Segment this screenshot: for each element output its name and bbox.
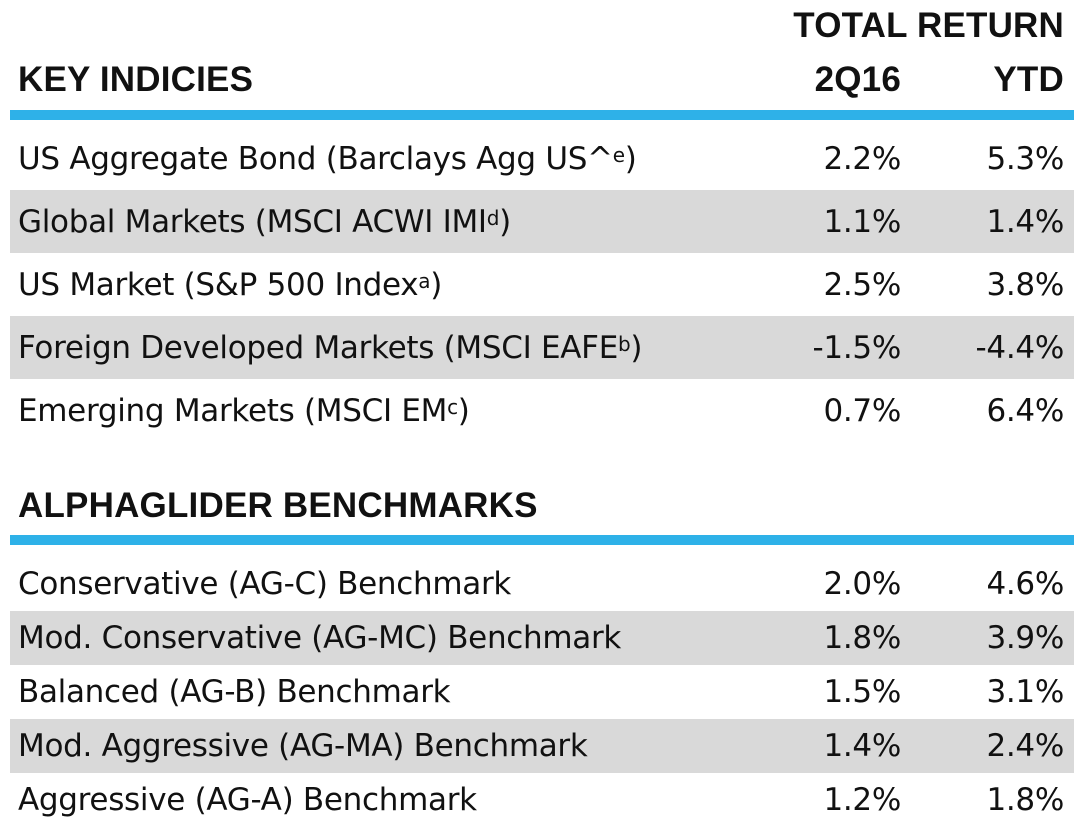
key-indices-divider: [10, 110, 1074, 120]
table-row: Conservative (AG-C) Benchmark 2.0% 4.6%: [10, 557, 1074, 611]
table-row: Mod. Conservative (AG-MC) Benchmark 1.8%…: [10, 611, 1074, 665]
row-value-2q16: 2.0%: [823, 566, 901, 602]
row-value-ytd: 3.8%: [986, 266, 1064, 303]
row-value-2q16: 1.1%: [823, 203, 901, 240]
table-row: Mod. Aggressive (AG-MA) Benchmark 1.4% 2…: [10, 719, 1074, 773]
row-label: Foreign Developed Markets (MSCI EAFE: [18, 329, 618, 366]
row-label-close: ): [499, 203, 511, 240]
table-row: Emerging Markets (MSCI EM c) 0.7% 6.4%: [10, 379, 1074, 442]
row-value-ytd: 1.8%: [986, 782, 1064, 818]
row-value-2q16: 0.7%: [823, 392, 901, 429]
row-label: Conservative (AG-C) Benchmark: [18, 566, 512, 602]
row-value-2q16: 2.5%: [823, 266, 901, 303]
table-row: Balanced (AG-B) Benchmark 1.5% 3.1%: [10, 665, 1074, 719]
row-label-close: ): [630, 329, 643, 366]
row-value-ytd: 1.4%: [986, 203, 1064, 240]
row-label: Balanced (AG-B) Benchmark: [18, 674, 451, 710]
row-value-ytd: -4.4%: [975, 329, 1065, 366]
row-value-2q16: 2.2%: [823, 140, 901, 177]
table-row: Aggressive (AG-A) Benchmark 1.2% 1.8%: [10, 773, 1074, 827]
row-label: US Aggregate Bond (Barclays Agg US^: [18, 140, 613, 177]
row-value-2q16: 1.4%: [823, 728, 901, 764]
row-label-close: ): [624, 140, 637, 177]
table-row: US Market (S&P 500 Index a) 2.5% 3.8%: [10, 253, 1074, 316]
key-indices-title: KEY INDICIES: [18, 60, 254, 99]
row-value-ytd: 3.1%: [986, 674, 1064, 710]
row-label: Emerging Markets (MSCI EM: [18, 392, 448, 429]
row-label: Aggressive (AG-A) Benchmark: [18, 782, 477, 818]
row-label: Mod. Aggressive (AG-MA) Benchmark: [18, 728, 588, 764]
row-label: Mod. Conservative (AG-MC) Benchmark: [18, 620, 622, 656]
row-label: Global Markets (MSCI ACWI IMI: [18, 203, 487, 240]
row-value-2q16: 1.8%: [823, 620, 901, 656]
table-row: Global Markets (MSCI ACWI IMI d) 1.1% 1.4…: [10, 190, 1074, 253]
total-return-header: TOTAL RETURN: [793, 6, 1064, 45]
row-value-ytd: 4.6%: [986, 566, 1064, 602]
table-row: Foreign Developed Markets (MSCI EAFE b) -…: [10, 316, 1074, 379]
benchmarks-title: ALPHAGLIDER BENCHMARKS: [18, 486, 538, 525]
row-value-2q16: 1.2%: [823, 782, 901, 818]
row-value-2q16: 1.5%: [823, 674, 901, 710]
row-value-ytd: 6.4%: [986, 392, 1064, 429]
row-label-close: ): [457, 392, 470, 429]
table-row: US Aggregate Bond (Barclays Agg US^ e) 2.…: [10, 127, 1074, 190]
column-header-ytd: YTD: [993, 60, 1064, 99]
row-value-ytd: 3.9%: [986, 620, 1064, 656]
benchmarks-divider: [10, 535, 1074, 545]
row-value-2q16: -1.5%: [812, 329, 902, 366]
column-header-2q16: 2Q16: [814, 60, 901, 99]
row-label-close: ): [430, 266, 443, 303]
row-label: US Market (S&P 500 Index: [18, 266, 419, 303]
row-value-ytd: 2.4%: [986, 728, 1064, 764]
row-value-ytd: 5.3%: [986, 140, 1064, 177]
